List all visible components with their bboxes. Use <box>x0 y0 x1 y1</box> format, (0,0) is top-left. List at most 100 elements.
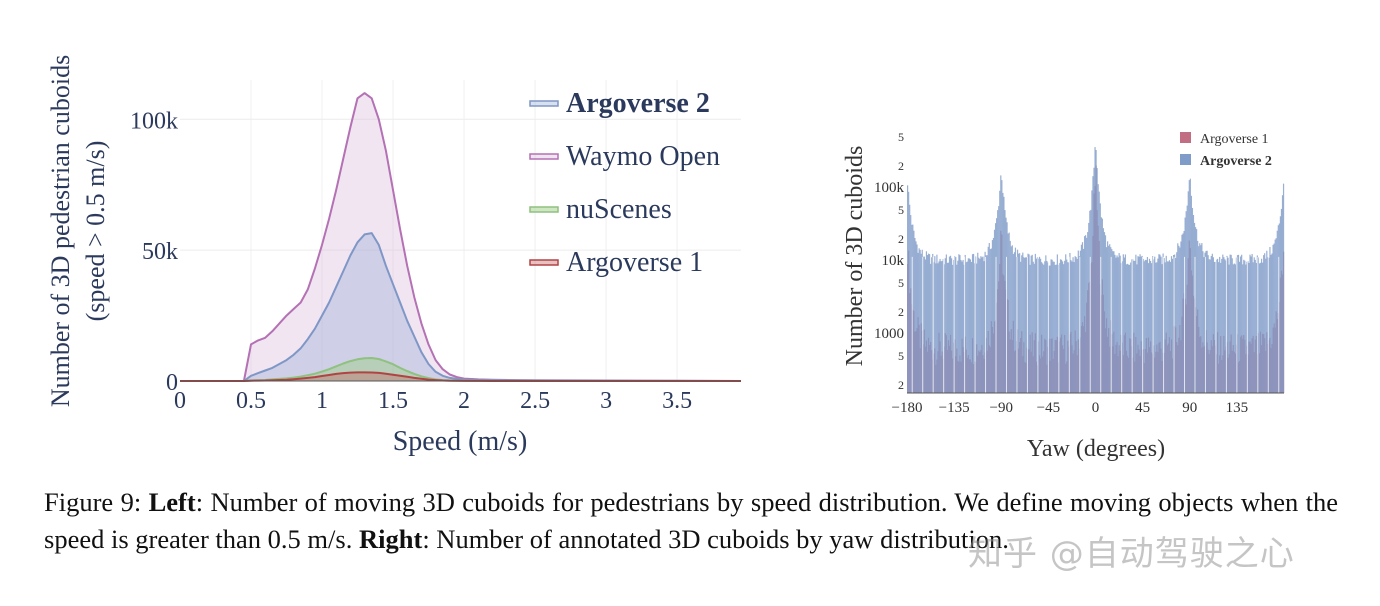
yaw-bar-argoverse-2 <box>941 260 943 393</box>
yaw-legend-swatch <box>1180 154 1191 165</box>
yaw-bar-argoverse-2 <box>1255 263 1257 393</box>
yaw-bar-argoverse-2 <box>1028 254 1030 393</box>
yaw-bar-argoverse-2 <box>1252 262 1254 393</box>
yaw-bar-argoverse-2 <box>1118 253 1120 393</box>
speed-x-tick-label: 3.5 <box>662 388 692 414</box>
yaw-bar-argoverse-2 <box>1137 256 1139 393</box>
yaw-bar-argoverse-2 <box>1265 258 1267 393</box>
yaw-x-tick-label: 45 <box>1135 400 1150 416</box>
yaw-bar-argoverse-2 <box>928 254 931 393</box>
yaw-bar-argoverse-2 <box>1091 190 1093 393</box>
yaw-bar-argoverse-2 <box>948 256 951 393</box>
yaw-bar-argoverse-2 <box>1206 250 1208 393</box>
yaw-bar-argoverse-2 <box>1223 257 1225 393</box>
series-line-waymo-open <box>180 92 742 382</box>
yaw-bar-argoverse-2 <box>910 215 912 393</box>
yaw-bar-argoverse-2 <box>1227 257 1229 393</box>
yaw-bar-argoverse-2 <box>1236 255 1239 393</box>
yaw-bar-argoverse-2 <box>1179 247 1181 393</box>
yaw-bar-argoverse-2 <box>1230 254 1232 393</box>
yaw-bar-argoverse-2 <box>1000 175 1002 393</box>
yaw-bar-argoverse-2 <box>1092 176 1094 393</box>
yaw-bar-argoverse-2 <box>1197 240 1199 393</box>
yaw-bar-argoverse-2 <box>1130 262 1132 393</box>
yaw-bar-argoverse-2 <box>1070 260 1072 393</box>
yaw-bar-argoverse-2 <box>981 257 983 393</box>
yaw-bar-argoverse-2 <box>1034 253 1036 393</box>
yaw-bar-argoverse-2 <box>1259 262 1262 393</box>
series-line-argoverse-2 <box>180 232 742 382</box>
yaw-bar-argoverse-2 <box>1178 245 1180 393</box>
yaw-bar-argoverse-2 <box>1210 256 1212 393</box>
yaw-bar-argoverse-2 <box>1114 254 1116 393</box>
yaw-bar-argoverse-2 <box>1151 263 1153 393</box>
yaw-bar-argoverse-2 <box>1090 209 1092 393</box>
yaw-bar-argoverse-2 <box>1095 150 1097 393</box>
yaw-bar-argoverse-2 <box>993 229 996 393</box>
yaw-bar-argoverse-2 <box>968 258 970 393</box>
yaw-bar-argoverse-2 <box>947 262 950 393</box>
yaw-bar-argoverse-2 <box>940 261 942 393</box>
yaw-bar-argoverse-2 <box>916 244 918 393</box>
yaw-bar-argoverse-2 <box>1194 227 1197 393</box>
yaw-bar-argoverse-2 <box>1048 265 1050 393</box>
yaw-bar-argoverse-2 <box>1154 256 1156 393</box>
yaw-y-tick-label: 2 <box>898 232 904 246</box>
yaw-bar-argoverse-2 <box>1266 250 1268 393</box>
yaw-bar-argoverse-2 <box>1027 253 1029 393</box>
yaw-bar-argoverse-2 <box>1083 236 1086 393</box>
yaw-bar-argoverse-2 <box>1159 254 1161 393</box>
yaw-bar-argoverse-2 <box>1077 250 1079 393</box>
figure-caption: Figure 9: Left: Number of moving 3D cubo… <box>44 484 1338 558</box>
yaw-bar-argoverse-2 <box>1216 258 1219 393</box>
speed-legend-swatch <box>529 206 559 213</box>
yaw-bar-argoverse-2 <box>1269 247 1271 393</box>
yaw-bar-argoverse-2 <box>1125 264 1128 393</box>
caption-right-text: : Number of annotated 3D cuboids by yaw … <box>422 524 1009 554</box>
yaw-bar-argoverse-2 <box>936 254 938 393</box>
yaw-bar-argoverse-2 <box>1279 216 1282 393</box>
speed-y-axis-subtitle: (speed > 0.5 m/s) <box>81 141 110 322</box>
watermark: 知乎 @自动驾驶之心 <box>968 534 1295 574</box>
speed-y-tick-label: 50k <box>142 239 178 265</box>
yaw-bar-argoverse-2 <box>1093 167 1095 393</box>
caption-figure-label: Figure 9: <box>44 487 149 517</box>
yaw-bar-argoverse-2 <box>987 246 989 393</box>
yaw-bar-argoverse-2 <box>1176 252 1178 393</box>
yaw-bar-argoverse-2 <box>1251 254 1253 393</box>
yaw-bar-argoverse-2 <box>1144 259 1146 393</box>
yaw-bar-argoverse-2 <box>1147 263 1150 393</box>
yaw-bar-argoverse-2 <box>949 255 952 393</box>
yaw-bar-argoverse-2 <box>1221 258 1223 393</box>
yaw-bar-argoverse-2 <box>1157 258 1159 393</box>
yaw-x-tick-label: −90 <box>990 400 1013 416</box>
yaw-bar-argoverse-2 <box>961 261 963 393</box>
yaw-bar-argoverse-2 <box>1213 261 1216 393</box>
yaw-bar-argoverse-2 <box>959 255 961 393</box>
yaw-bar-argoverse-2 <box>1045 255 1047 393</box>
yaw-bar-argoverse-2 <box>1049 265 1051 393</box>
yaw-bar-argoverse-2 <box>1212 257 1214 393</box>
yaw-bar-argoverse-2 <box>1012 254 1014 393</box>
yaw-bar-argoverse-2 <box>1073 262 1075 393</box>
yaw-bar-argoverse-2 <box>1063 264 1065 393</box>
yaw-bar-argoverse-2 <box>1100 217 1102 393</box>
yaw-bar-argoverse-2 <box>1186 205 1188 393</box>
yaw-bar-argoverse-2 <box>1082 248 1085 393</box>
yaw-bar-argoverse-2 <box>998 206 1000 393</box>
yaw-bar-argoverse-2 <box>1042 263 1044 393</box>
yaw-bar-argoverse-2 <box>971 254 974 393</box>
yaw-bar-argoverse-2 <box>922 256 924 393</box>
series-area-waymo-open <box>180 93 741 381</box>
yaw-bar-argoverse-2 <box>1117 257 1119 393</box>
yaw-x-tick-label: 0 <box>1092 400 1100 416</box>
speed-distribution-chart: 0 0.5 1 1.5 2 2.5 3 3.5 0 50k 100k Speed (m/s) Numbe… <box>46 55 742 457</box>
yaw-distribution-chart: −180 −135 −90 −45 0 45 90 135 2 5 1000 2 5 10k 2 5 100k 2… <box>842 130 1285 462</box>
yaw-bar-argoverse-2 <box>1064 260 1066 393</box>
yaw-bar-argoverse-2 <box>1268 257 1270 393</box>
yaw-bar-argoverse-2 <box>1180 241 1182 393</box>
yaw-bar-argoverse-2 <box>999 190 1001 393</box>
yaw-bar-argoverse-2 <box>1139 254 1141 393</box>
yaw-bar-argoverse-2 <box>944 258 946 393</box>
yaw-bar-argoverse-2 <box>1175 258 1177 393</box>
